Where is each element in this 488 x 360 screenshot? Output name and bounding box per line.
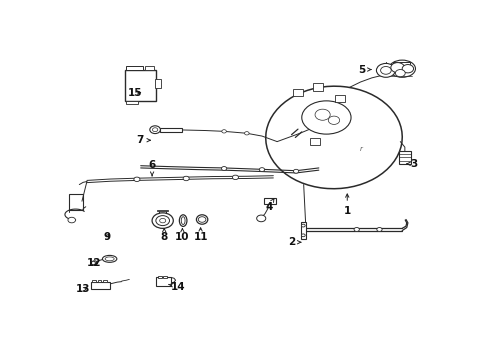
Circle shape	[380, 67, 390, 74]
Bar	[312, 84, 323, 91]
Ellipse shape	[181, 217, 184, 225]
Circle shape	[183, 176, 189, 181]
Circle shape	[91, 261, 97, 265]
Bar	[398, 151, 410, 164]
Circle shape	[395, 69, 405, 77]
Bar	[300, 222, 305, 239]
Text: 2: 2	[287, 237, 300, 247]
Bar	[69, 194, 82, 210]
Circle shape	[68, 217, 75, 223]
Text: 6: 6	[148, 160, 155, 176]
Ellipse shape	[179, 215, 186, 226]
Circle shape	[198, 217, 205, 222]
Ellipse shape	[301, 101, 350, 134]
Bar	[334, 95, 344, 102]
Ellipse shape	[327, 116, 339, 125]
Text: 5: 5	[357, 64, 370, 75]
Circle shape	[293, 169, 298, 173]
Bar	[160, 128, 182, 132]
Circle shape	[152, 213, 173, 228]
Circle shape	[232, 175, 238, 180]
Text: 3: 3	[406, 159, 416, 169]
Circle shape	[149, 126, 160, 134]
Bar	[145, 66, 153, 70]
Bar	[163, 276, 167, 278]
Bar	[309, 138, 319, 145]
Text: 14: 14	[168, 282, 185, 292]
Ellipse shape	[314, 109, 329, 120]
Circle shape	[221, 167, 226, 170]
Bar	[158, 276, 161, 278]
Circle shape	[390, 63, 404, 73]
Circle shape	[159, 219, 165, 223]
Text: 11: 11	[193, 228, 207, 242]
Ellipse shape	[196, 215, 207, 224]
Text: 9: 9	[103, 232, 110, 242]
Circle shape	[301, 234, 305, 237]
Bar	[264, 198, 275, 204]
Bar	[90, 282, 110, 289]
Circle shape	[376, 63, 395, 77]
Text: 15: 15	[127, 87, 142, 98]
Text: 12: 12	[87, 258, 102, 268]
Text: r: r	[359, 146, 362, 152]
Ellipse shape	[105, 257, 114, 261]
Circle shape	[244, 132, 248, 135]
Bar	[157, 210, 168, 211]
Bar	[92, 280, 96, 282]
Circle shape	[259, 168, 264, 172]
Ellipse shape	[102, 255, 117, 262]
Text: 4: 4	[264, 199, 273, 212]
Text: 13: 13	[76, 284, 90, 294]
Bar	[102, 280, 106, 282]
Bar	[156, 278, 171, 286]
Circle shape	[152, 128, 158, 132]
Circle shape	[353, 228, 359, 231]
Bar	[97, 280, 101, 282]
Bar	[155, 79, 161, 88]
Ellipse shape	[265, 86, 402, 189]
Bar	[126, 66, 142, 70]
Bar	[124, 69, 156, 102]
Circle shape	[376, 228, 381, 231]
Text: 10: 10	[175, 229, 189, 242]
Circle shape	[401, 64, 413, 73]
Bar	[292, 89, 302, 96]
Text: 7: 7	[136, 135, 150, 145]
Circle shape	[256, 215, 265, 222]
Circle shape	[134, 177, 140, 181]
Text: 8: 8	[160, 229, 167, 242]
Text: 1: 1	[343, 194, 350, 216]
Circle shape	[156, 216, 169, 226]
Circle shape	[222, 130, 226, 133]
Ellipse shape	[388, 60, 415, 77]
Bar	[126, 100, 138, 104]
Circle shape	[301, 224, 305, 227]
